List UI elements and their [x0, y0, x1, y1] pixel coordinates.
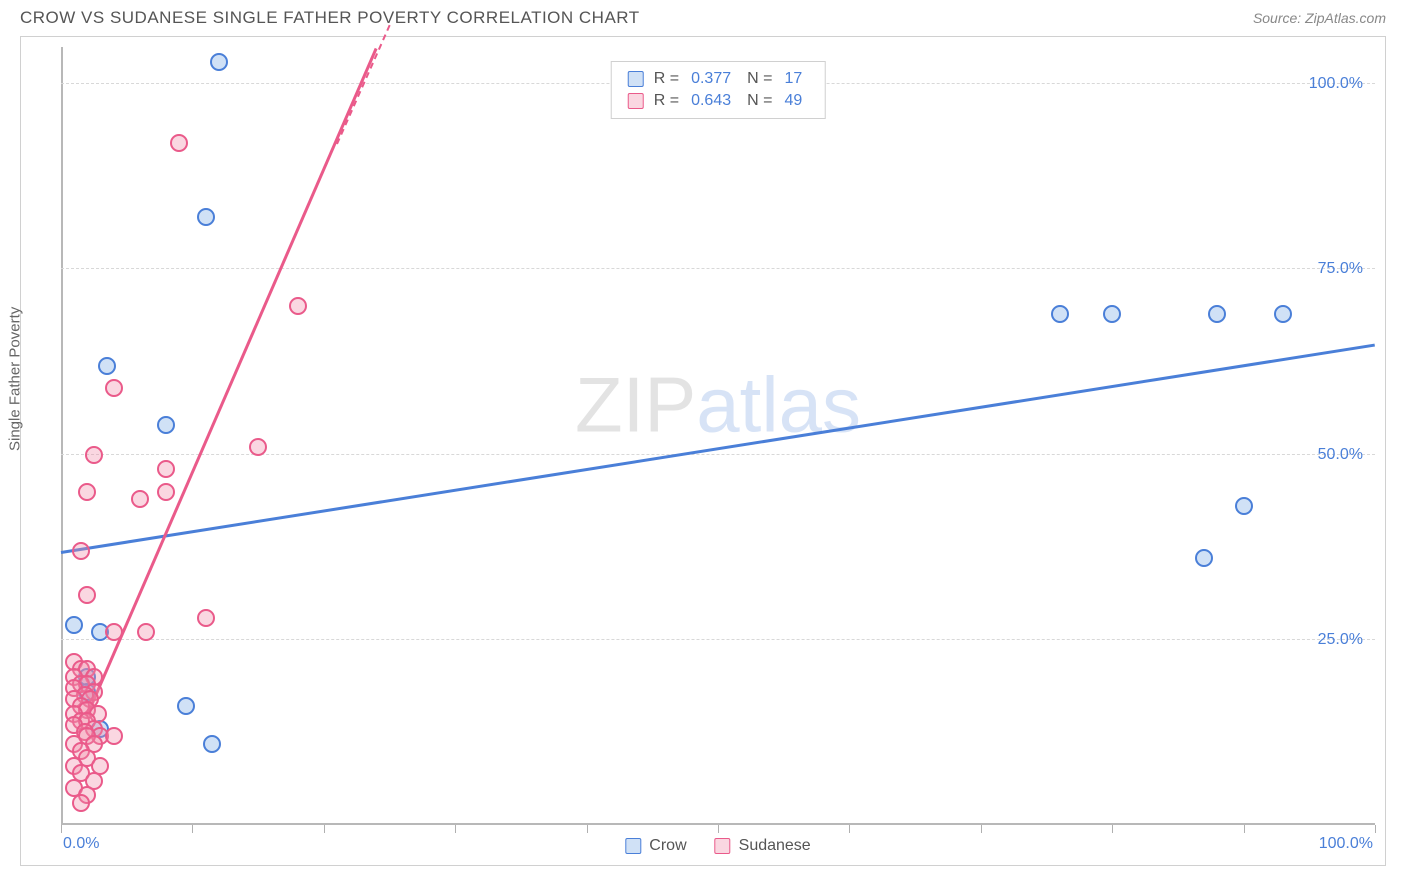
data-point-crow [177, 697, 195, 715]
y-tick-label: 100.0% [1309, 75, 1363, 93]
trend-line-sudanese [86, 48, 378, 716]
r-label: R = [654, 70, 679, 88]
legend-row-sudanese: R = 0.643 N = 49 [628, 90, 809, 112]
data-point-sudanese [170, 134, 188, 152]
watermark-zip: ZIP [575, 360, 696, 448]
swatch-sudanese [628, 93, 644, 109]
r-label: R = [654, 92, 679, 110]
x-axis-max-label: 100.0% [1319, 835, 1373, 853]
data-point-sudanese [197, 609, 215, 627]
data-point-sudanese [72, 542, 90, 560]
plot-area: ZIPatlas 25.0% 50.0% 75.0% 100.0% R = 0.377… [61, 47, 1375, 825]
data-point-sudanese [249, 438, 267, 456]
x-tick [1112, 825, 1113, 833]
y-axis-line [61, 47, 63, 825]
x-tick [324, 825, 325, 833]
data-point-crow [1235, 497, 1253, 515]
swatch-sudanese [715, 838, 731, 854]
gridline [61, 639, 1375, 640]
data-point-sudanese [131, 490, 149, 508]
legend-label-crow: Crow [649, 837, 686, 855]
data-point-sudanese [78, 586, 96, 604]
swatch-crow [628, 71, 644, 87]
watermark-atlas: atlas [696, 360, 861, 448]
crow-r-value: 0.377 [691, 70, 731, 88]
legend-correlation: R = 0.377 N = 17 R = 0.643 N = 49 [611, 61, 826, 119]
data-point-sudanese [289, 297, 307, 315]
watermark: ZIPatlas [575, 359, 861, 450]
x-tick [1244, 825, 1245, 833]
data-point-crow [203, 735, 221, 753]
legend-series: Crow Sudanese [625, 837, 810, 855]
data-point-sudanese [137, 623, 155, 641]
chart-header: CROW VS SUDANESE SINGLE FATHER POVERTY C… [0, 0, 1406, 36]
legend-item-sudanese: Sudanese [715, 837, 811, 855]
swatch-crow [625, 838, 641, 854]
x-tick [981, 825, 982, 833]
data-point-crow [98, 357, 116, 375]
data-point-crow [65, 616, 83, 634]
data-point-sudanese [85, 446, 103, 464]
legend-item-crow: Crow [625, 837, 686, 855]
legend-label-sudanese: Sudanese [739, 837, 811, 855]
x-tick [455, 825, 456, 833]
data-point-crow [1195, 549, 1213, 567]
data-point-crow [157, 416, 175, 434]
data-point-crow [1274, 305, 1292, 323]
data-point-crow [1051, 305, 1069, 323]
y-tick-label: 50.0% [1318, 446, 1363, 464]
gridline [61, 268, 1375, 269]
legend-row-crow: R = 0.377 N = 17 [628, 68, 809, 90]
x-axis-min-label: 0.0% [63, 835, 99, 853]
x-tick [61, 825, 62, 833]
sudanese-n-value: 49 [784, 92, 802, 110]
source-name: ZipAtlas.com [1305, 10, 1386, 26]
data-point-sudanese [72, 794, 90, 812]
data-point-sudanese [157, 460, 175, 478]
sudanese-r-value: 0.643 [691, 92, 731, 110]
x-tick [718, 825, 719, 833]
data-point-sudanese [105, 623, 123, 641]
y-tick-label: 75.0% [1318, 260, 1363, 278]
n-label: N = [747, 70, 772, 88]
chart-container: Single Father Poverty ZIPatlas 25.0%50.0… [20, 36, 1386, 866]
data-point-sudanese [157, 483, 175, 501]
trend-line-dashed [336, 25, 390, 144]
x-tick [587, 825, 588, 833]
y-axis-label: Single Father Poverty [7, 307, 24, 451]
data-point-crow [197, 208, 215, 226]
source-prefix: Source: [1253, 10, 1305, 26]
y-tick-label: 25.0% [1318, 631, 1363, 649]
data-point-crow [210, 53, 228, 71]
data-point-sudanese [105, 727, 123, 745]
n-label: N = [747, 92, 772, 110]
data-point-crow [1208, 305, 1226, 323]
x-tick [1375, 825, 1376, 833]
chart-title: CROW VS SUDANESE SINGLE FATHER POVERTY C… [20, 8, 640, 28]
data-point-sudanese [105, 379, 123, 397]
data-point-crow [1103, 305, 1121, 323]
data-point-sudanese [78, 483, 96, 501]
x-tick [849, 825, 850, 833]
plot-canvas: ZIPatlas 25.0% 50.0% 75.0% 100.0% [61, 47, 1375, 825]
crow-n-value: 17 [784, 70, 802, 88]
x-tick [192, 825, 193, 833]
chart-source: Source: ZipAtlas.com [1253, 10, 1386, 26]
